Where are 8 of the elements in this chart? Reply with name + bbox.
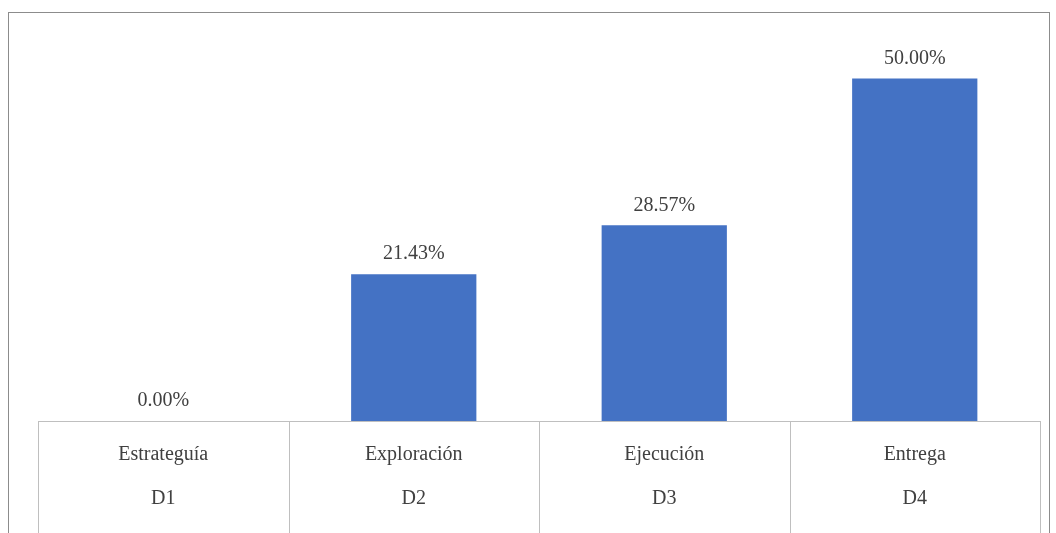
data-label: 0.00% <box>137 388 190 411</box>
x-tick-label: Entrega D4 <box>883 442 946 509</box>
x-tick-label: Exploración D2 <box>364 442 463 509</box>
x-tick-label: Estrateguía D1 <box>118 442 209 509</box>
data-label: 21.43% <box>382 241 445 264</box>
data-label: 28.57% <box>633 192 696 215</box>
x-tick-label: Ejecución D3 <box>624 442 705 509</box>
data-label: 50.00% <box>883 45 946 68</box>
